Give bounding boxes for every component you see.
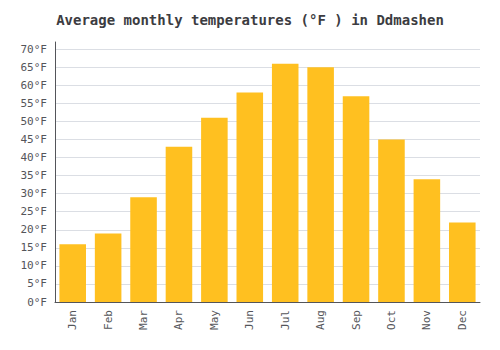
svg-text:65°F: 65°F <box>21 61 48 74</box>
svg-text:Jul: Jul <box>279 310 292 330</box>
svg-text:10°F: 10°F <box>21 259 48 272</box>
svg-text:25°F: 25°F <box>21 205 48 218</box>
svg-text:55°F: 55°F <box>21 97 48 110</box>
svg-text:20°F: 20°F <box>21 223 48 236</box>
svg-text:Average monthly temperatures (: Average monthly temperatures (°F ) in Dd… <box>56 12 444 28</box>
svg-text:15°F: 15°F <box>21 241 48 254</box>
svg-text:May: May <box>208 310 221 330</box>
svg-text:Sep: Sep <box>350 310 363 330</box>
svg-text:30°F: 30°F <box>21 187 48 200</box>
svg-text:Jun: Jun <box>243 310 256 330</box>
svg-text:45°F: 45°F <box>21 133 48 146</box>
svg-text:40°F: 40°F <box>21 151 48 164</box>
svg-text:Apr: Apr <box>172 310 185 330</box>
svg-text:Aug: Aug <box>314 310 327 330</box>
svg-text:0°F: 0°F <box>27 296 47 309</box>
svg-text:Mar: Mar <box>137 310 150 330</box>
svg-text:Feb: Feb <box>102 310 115 330</box>
svg-text:35°F: 35°F <box>21 169 48 182</box>
svg-text:50°F: 50°F <box>21 115 48 128</box>
svg-text:Dec: Dec <box>456 310 469 330</box>
svg-text:5°F: 5°F <box>27 277 47 290</box>
svg-text:Nov: Nov <box>420 310 433 330</box>
svg-text:70°F: 70°F <box>21 43 48 56</box>
svg-text:60°F: 60°F <box>21 79 48 92</box>
svg-text:Jan: Jan <box>66 310 79 330</box>
svg-text:Oct: Oct <box>385 310 398 330</box>
